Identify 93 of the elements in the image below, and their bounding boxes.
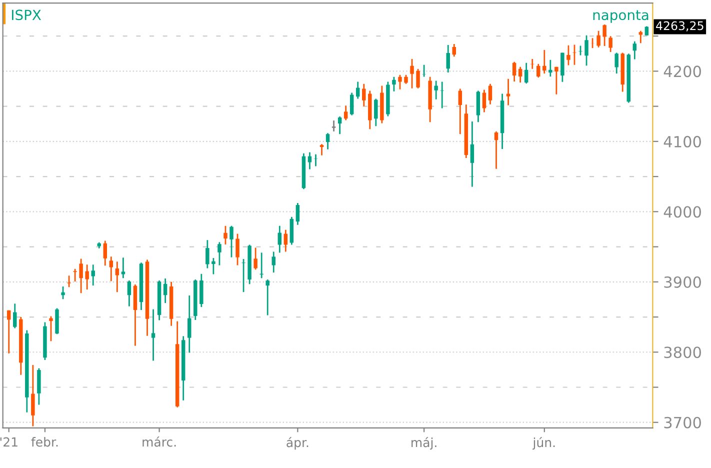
x-tick-label: máj. (412, 437, 436, 450)
candlestick (434, 80, 438, 100)
candlestick (410, 58, 414, 90)
candlestick (127, 280, 132, 308)
x-tick-label: '21 (0, 437, 18, 447)
candlestick (308, 152, 312, 170)
candlestick (290, 216, 294, 246)
candlestick (344, 104, 348, 121)
candlestick (206, 239, 210, 269)
candlestick (67, 274, 71, 288)
candlestick (79, 258, 83, 294)
candlestick (37, 368, 41, 406)
text: 4263,25 (656, 21, 704, 32)
candlestick (338, 116, 342, 135)
candlestick (230, 225, 234, 258)
y-tick-label: 3700 (664, 416, 701, 428)
candlestick (278, 225, 282, 254)
candlestick (608, 35, 612, 53)
candlestick (560, 52, 564, 83)
candlestick (518, 66, 522, 84)
candlestick (109, 256, 114, 282)
candlestick (548, 59, 552, 78)
candlestick (356, 81, 360, 100)
candlestick (31, 364, 35, 427)
candlestick (416, 68, 420, 90)
candlestick (584, 34, 588, 66)
candlestick (115, 260, 120, 293)
candlestick (200, 273, 204, 308)
candlestick (614, 52, 618, 74)
candlestick (482, 89, 486, 113)
candlestick (151, 308, 156, 362)
candlestick (362, 83, 366, 107)
candlestick (398, 74, 402, 90)
y-tick-label: 4000 (664, 206, 701, 218)
candlestick (536, 63, 540, 78)
x-tick-label: márc. (142, 436, 176, 447)
candlestick (446, 44, 450, 74)
candlestick (242, 258, 246, 293)
chart-subtitle: naponta (593, 10, 648, 23)
candlestick (470, 120, 474, 188)
y-tick-label: 3800 (664, 346, 701, 358)
candlestick (542, 49, 546, 74)
candlestick (254, 246, 258, 270)
candlestick (73, 268, 77, 282)
candlestick (266, 278, 270, 316)
y-tick-label: 4200 (664, 66, 701, 78)
candlestick (272, 250, 276, 274)
candlestick (224, 225, 228, 246)
candlestick (91, 264, 95, 286)
candlestick (320, 143, 324, 156)
candlestick (392, 76, 396, 92)
candlestick (578, 45, 582, 56)
candlestick (49, 316, 53, 342)
candlestick (236, 233, 240, 266)
candlestick (85, 264, 89, 290)
candlestick (6, 310, 11, 354)
candlestick (212, 257, 216, 275)
x-tick-label: jún. (532, 437, 555, 450)
chart-title: ISPX (12, 10, 42, 20)
candlestick (331, 120, 336, 132)
candlestick (596, 30, 600, 48)
candlestick (476, 90, 480, 123)
y-tick-label: 4100 (664, 136, 701, 148)
candlestick (218, 241, 222, 266)
candlestick (350, 92, 354, 116)
candlestick (13, 302, 17, 329)
candlestick (440, 81, 444, 109)
candlestick (566, 44, 570, 66)
candlestick (506, 78, 510, 106)
candlestick (103, 240, 107, 266)
candlestick (602, 24, 606, 47)
x-tick-label: ápr. (286, 437, 308, 450)
candlestick (422, 64, 426, 78)
x-tick-label: febr. (31, 437, 58, 447)
candlestick (326, 132, 330, 150)
candlestick (494, 130, 498, 170)
candlestick (374, 98, 378, 127)
candlestick (638, 30, 643, 44)
candlestick (554, 66, 558, 96)
candlestick (188, 294, 192, 354)
candlestick (296, 202, 300, 226)
candlestick (458, 88, 462, 135)
candlestick (512, 61, 516, 82)
candlestick (644, 26, 649, 36)
candlestick (163, 278, 168, 304)
candlestick (284, 229, 288, 252)
candlestick (452, 43, 456, 58)
candlestick (524, 62, 528, 84)
candlestick (314, 154, 318, 167)
y-tick-label: 3900 (664, 276, 701, 288)
candlestick (632, 40, 637, 60)
candlestick (61, 286, 65, 300)
candlestick (488, 83, 492, 106)
